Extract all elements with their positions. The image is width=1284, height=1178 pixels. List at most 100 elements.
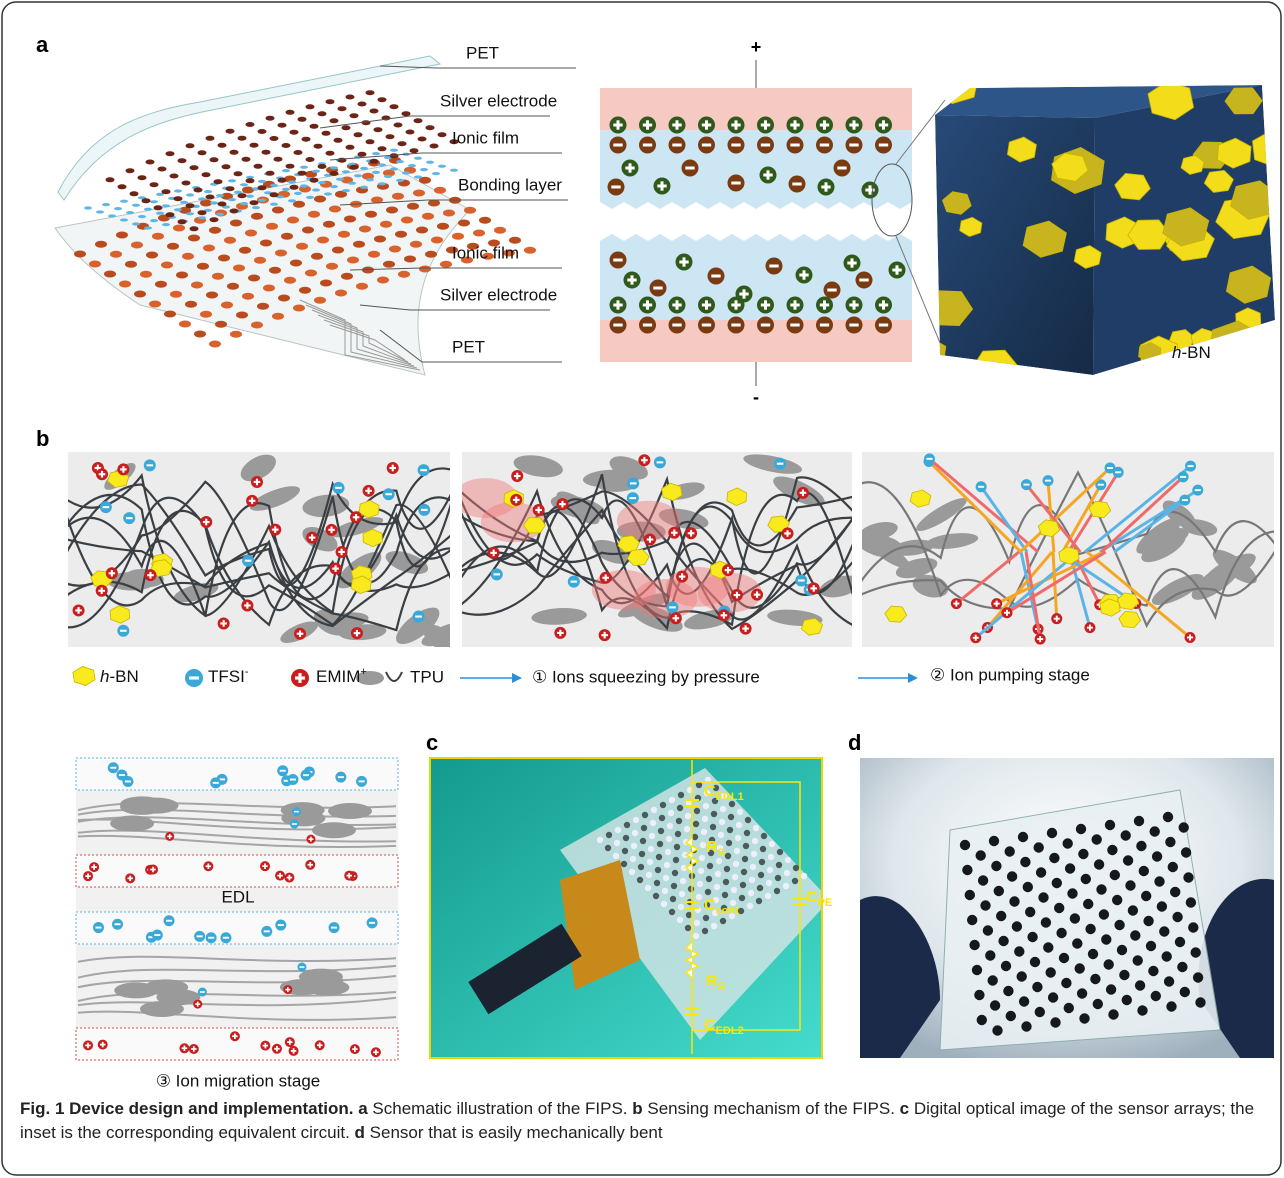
sensor-pixel xyxy=(665,835,673,843)
sensor-pixel xyxy=(774,874,782,882)
electrode-dot xyxy=(437,222,449,230)
electrode-dot xyxy=(401,111,411,117)
electrode-dot xyxy=(413,118,423,124)
hbn-flake xyxy=(661,482,683,502)
caption-text: Digital optical image of the sensor arra… xyxy=(20,1099,1255,1142)
symbol: C xyxy=(704,1017,716,1034)
sensor-pixel xyxy=(1161,951,1172,962)
electrode-dot xyxy=(473,229,485,237)
electrode-dot xyxy=(242,186,254,194)
electrode-dot xyxy=(209,217,219,223)
tpu-segment xyxy=(891,539,935,556)
electrode-dot xyxy=(257,129,267,134)
electrode-dot xyxy=(467,242,479,250)
electrode-dot xyxy=(452,232,464,240)
legend-tpu: TPU xyxy=(410,667,444,686)
tpu-segment xyxy=(396,607,440,645)
sensor-pixel xyxy=(647,845,655,853)
bonding-dot xyxy=(372,152,380,156)
tpu-chain xyxy=(462,508,852,616)
electrode-dot xyxy=(419,176,431,184)
electrode-dot xyxy=(357,151,367,157)
sensor-pixel xyxy=(721,891,729,899)
bonding-dot xyxy=(378,182,386,186)
electrode-dot xyxy=(377,146,387,152)
sensor-pixel xyxy=(630,842,638,850)
bonding-dot xyxy=(198,197,206,201)
electrode-dot xyxy=(237,135,247,141)
pressure-zone xyxy=(462,478,518,519)
electrode-dot xyxy=(293,200,305,208)
electrode-dot xyxy=(299,286,311,294)
layer-label: Ionic film xyxy=(452,243,519,262)
sensor-pixel xyxy=(1014,946,1025,957)
caption-part-label: b xyxy=(632,1099,643,1118)
electrode-dot xyxy=(296,242,308,250)
sensor-pixel xyxy=(773,887,781,895)
bonding-dot xyxy=(420,168,428,172)
electrode-dot xyxy=(242,292,254,300)
sensor-pixel xyxy=(1185,897,1197,908)
sensor-pixel xyxy=(645,871,653,879)
electrode-dot xyxy=(317,111,327,117)
sensor-pixel xyxy=(693,919,701,927)
sensor-pixel xyxy=(676,804,684,812)
sensor-pixel xyxy=(1090,973,1101,985)
sensor-pixel xyxy=(655,853,663,861)
sensor-pixel xyxy=(1104,819,1116,831)
sensor-pixel xyxy=(1145,940,1157,952)
sensor-pixel xyxy=(738,894,746,902)
sensor-pixel xyxy=(791,877,799,885)
mechanism xyxy=(68,454,450,647)
electrode-dot xyxy=(311,252,323,260)
sensor-pixel xyxy=(702,802,710,810)
electrode-dot xyxy=(344,215,356,223)
bonding-dot xyxy=(414,156,422,160)
sensor-pixel xyxy=(660,900,668,908)
electrode-dot xyxy=(248,274,260,282)
sensor-pixel xyxy=(1011,921,1023,932)
electrode-dot xyxy=(410,240,422,248)
electrode-dot xyxy=(277,122,287,128)
sensor-pixel xyxy=(1016,971,1027,982)
electrode-dot xyxy=(254,256,266,264)
electrode-dot xyxy=(205,135,215,141)
electrode-dot xyxy=(313,143,323,149)
sensor-pixel xyxy=(1064,863,1076,874)
bonding-dot xyxy=(132,203,140,207)
leader-line xyxy=(349,267,562,271)
resistor xyxy=(684,941,700,979)
legend-emim: EMIM+ xyxy=(316,666,367,687)
electrode-dot xyxy=(188,234,200,242)
electrode-dot xyxy=(461,256,473,264)
electrode-dot xyxy=(149,300,161,308)
sensor-pixel xyxy=(612,852,620,860)
electrode-dot xyxy=(309,123,319,129)
sensor-pixel xyxy=(1167,861,1179,873)
hbn-flake xyxy=(1051,152,1089,182)
tpu-chain xyxy=(77,991,397,1002)
bonding-dot xyxy=(396,160,404,164)
sensor-pixel xyxy=(706,862,714,870)
ion-flow xyxy=(1113,498,1186,554)
circuit-label: CPE xyxy=(806,889,832,909)
sensor-pixel xyxy=(670,882,678,890)
wire xyxy=(692,781,801,1031)
electrode-dot xyxy=(434,186,446,194)
sensor-pixel xyxy=(765,879,773,887)
bonding-dot xyxy=(318,181,326,185)
electrode-dot xyxy=(260,239,272,247)
sensor-pixel xyxy=(692,820,700,828)
electrode-dot xyxy=(153,205,163,211)
bonding-dot xyxy=(258,179,266,183)
sensor-pixel xyxy=(717,831,725,839)
tpu-segment xyxy=(916,498,967,531)
sensor-pixel xyxy=(613,839,621,847)
sensor-pixel xyxy=(967,914,978,926)
electrode-dot xyxy=(443,209,455,217)
hbn-flake xyxy=(1022,220,1067,258)
electrode-dot xyxy=(524,246,536,254)
electrode-dot xyxy=(323,220,335,228)
zoom-line xyxy=(895,99,946,165)
electrode-dot xyxy=(297,116,307,122)
